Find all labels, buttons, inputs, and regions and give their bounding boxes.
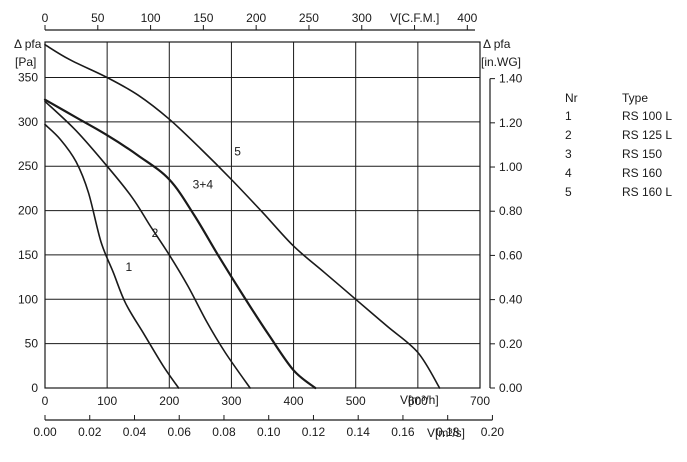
y-tick-label: 200 — [18, 204, 38, 218]
series-line-3-4 — [43, 98, 317, 390]
right-tick-label: 0.40 — [499, 293, 523, 307]
curves: 1 2 3+4 5 — [43, 43, 441, 390]
bottom2-tick-label: 0.02 — [78, 425, 102, 439]
series-label: 2 — [152, 226, 159, 240]
top-tick-label: 250 — [299, 11, 319, 25]
legend-nr: 4 — [565, 166, 572, 180]
series-label: 5 — [234, 145, 241, 159]
legend-row: 2 RS 125 L — [565, 126, 675, 145]
bottom2-axis-label: V[m³/s] — [427, 426, 465, 440]
series-line-1 — [44, 123, 180, 389]
right-axis-label-line1: Δ pfa — [483, 37, 511, 51]
y-tick-label: 350 — [18, 70, 38, 84]
bottom-axis-label: V[m³/h] — [400, 393, 439, 407]
top-tick-label: 0 — [42, 11, 49, 25]
bottom2-tick-label: 0.12 — [302, 425, 326, 439]
top-tick-label: 150 — [193, 11, 213, 25]
axis-labels: Δ pfa [Pa] Δ pfa [in.WG] V[C.F.M.] V[m³/… — [14, 11, 521, 440]
top-tick-label: 400 — [457, 11, 477, 25]
legend-type: RS 100 L — [622, 109, 673, 123]
right-tick-label: 0.20 — [499, 337, 523, 351]
bottom2-tick-label: 0.14 — [347, 425, 371, 439]
plot-frame — [44, 41, 481, 389]
x-tick-label: 100 — [97, 394, 117, 408]
axes: 0 100 200 300 400 500 600 700050100150200250300… — [18, 11, 523, 439]
bottom2-tick-label: 0.18 — [436, 425, 460, 439]
right-tick-label: 0.00 — [499, 381, 523, 395]
legend-nr: 3 — [565, 147, 572, 161]
top-tick-label: 200 — [246, 11, 266, 25]
series-line-5 — [44, 43, 441, 389]
legend-row: 1 RS 100 L — [565, 107, 675, 126]
legend-header: Nr Type — [565, 90, 675, 107]
y-tick-label: 0 — [31, 381, 38, 395]
legend-type: RS 150 — [622, 147, 663, 161]
x-tick-label: 700 — [470, 394, 490, 408]
legend-type: RS 160 L — [622, 185, 673, 199]
x-tick-label: 200 — [159, 394, 179, 408]
top-tick-label: 100 — [141, 11, 161, 25]
right-tick-label: 0.60 — [499, 248, 523, 262]
legend-header-nr: Nr — [565, 91, 578, 105]
top-tick-label: 50 — [91, 11, 105, 25]
bottom2-tick-label: 0.04 — [123, 425, 147, 439]
y-tick-label: 100 — [18, 292, 38, 306]
x-tick-label: 500 — [346, 394, 366, 408]
legend-header-type: Type — [622, 91, 649, 105]
right-tick-label: 1.00 — [499, 160, 523, 174]
bottom2-tick-label: 0.00 — [33, 425, 57, 439]
x-tick-label: 600 — [408, 394, 428, 408]
x-tick-label: 400 — [284, 394, 304, 408]
bottom2-tick-label: 0.20 — [481, 425, 505, 439]
top-tick-label: 300 — [352, 11, 372, 25]
y-tick-label: 50 — [25, 337, 39, 351]
right-tick-label: 1.40 — [499, 72, 523, 86]
legend-type: RS 125 L — [622, 128, 673, 142]
right-tick-label: 1.20 — [499, 116, 523, 130]
left-axis-label-line1: Δ pfa — [14, 37, 42, 51]
legend-nr: 2 — [565, 128, 572, 142]
x-tick-label: 300 — [221, 394, 241, 408]
series-label: 1 — [126, 260, 133, 274]
y-tick-label: 300 — [18, 115, 38, 129]
y-tick-label: 150 — [18, 248, 38, 262]
bottom2-tick-label: 0.16 — [391, 425, 415, 439]
y-tick-label: 250 — [18, 159, 38, 173]
grid — [44, 41, 481, 389]
bottom2-tick-label: 0.10 — [257, 425, 281, 439]
right-axis-label-line2: [in.WG] — [481, 55, 521, 69]
legend-type: RS 160 — [622, 166, 663, 180]
legend-nr: 5 — [565, 185, 572, 199]
top-axis-label: V[C.F.M.] — [390, 11, 439, 25]
series-label: 3+4 — [193, 177, 214, 191]
right-tick-label: 0.80 — [499, 204, 523, 218]
legend-row: 5 RS 160 L — [565, 183, 675, 202]
legend-nr: 1 — [565, 109, 572, 123]
bottom2-tick-label: 0.08 — [212, 425, 236, 439]
legend-row: 3 RS 150 — [565, 145, 675, 164]
legend: Nr Type 1 RS 100 L 2 RS 125 L 3 RS 150 4… — [565, 90, 675, 202]
bottom2-tick-label: 0.06 — [168, 425, 192, 439]
legend-row: 4 RS 160 — [565, 164, 675, 183]
series-line-2 — [44, 100, 251, 389]
left-axis-label-line2: [Pa] — [15, 55, 36, 69]
x-tick-label: 0 — [42, 394, 49, 408]
